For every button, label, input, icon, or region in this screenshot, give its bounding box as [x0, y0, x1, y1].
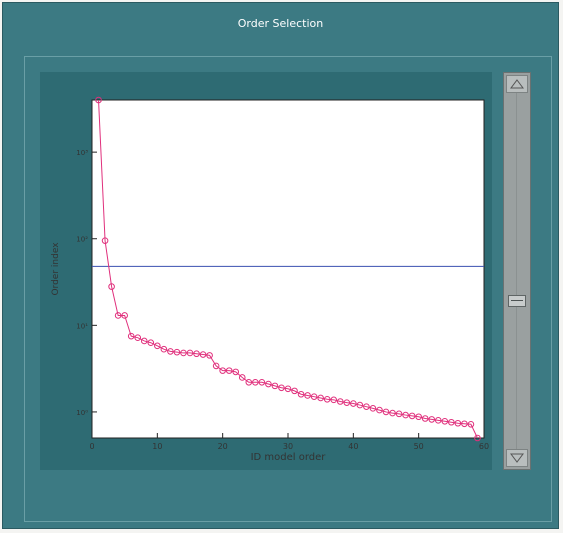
data-point: [330, 396, 338, 404]
x-tick-label: 50: [414, 442, 424, 451]
data-point: [114, 312, 122, 319]
data-point: [343, 399, 351, 406]
data-point: [199, 351, 207, 358]
data-point: [310, 393, 318, 400]
data-point: [376, 406, 383, 414]
triangle-down-icon: [510, 453, 524, 463]
x-tick-label: 20: [218, 442, 228, 451]
x-tick-label: 30: [283, 442, 293, 451]
data-point: [186, 349, 194, 357]
data-point: [232, 368, 240, 376]
scroll-down-button[interactable]: [506, 449, 528, 467]
data-point: [350, 400, 357, 407]
data-point: [402, 411, 409, 419]
data-point: [238, 374, 246, 381]
data-point: [278, 384, 285, 392]
data-point: [127, 332, 135, 340]
data-point: [441, 417, 449, 425]
x-tick-label: 10: [152, 442, 162, 451]
scrollbar[interactable]: [503, 72, 531, 470]
y-tick-label: 10¹: [76, 322, 88, 330]
data-point: [461, 420, 468, 428]
data-point: [193, 350, 200, 358]
data-point: [454, 419, 462, 427]
data-point: [291, 387, 298, 395]
order-selection-panel: [24, 56, 552, 522]
data-point: [428, 416, 436, 423]
scroll-up-button[interactable]: [506, 75, 528, 93]
data-point: [147, 339, 155, 347]
x-tick-label: 40: [348, 442, 358, 451]
data-point: [448, 418, 455, 426]
x-tick-label: 0: [89, 442, 94, 451]
data-point: [173, 348, 181, 356]
data-point: [408, 412, 416, 420]
triangle-up-icon: [510, 79, 524, 89]
data-point: [258, 378, 266, 386]
y-tick-label: 10³: [76, 149, 88, 157]
plot-area-bg: [91, 99, 485, 439]
data-point: [395, 410, 403, 418]
data-point: [317, 394, 324, 402]
y-tick-label: 10⁰: [76, 409, 88, 417]
data-point: [154, 342, 161, 350]
order-index-chart: 0 10 20 30 40 50 60 10⁰ 10¹ 10² 10³ ID model order…: [51, 96, 489, 463]
data-point: [108, 283, 115, 290]
data-point: [219, 367, 226, 374]
x-axis-label: ID model order: [251, 452, 327, 463]
data-point: [206, 352, 213, 359]
data-point: [304, 392, 311, 399]
data-point: [389, 409, 396, 417]
data-point: [415, 413, 422, 421]
data-point: [336, 398, 344, 405]
data-point: [323, 395, 331, 403]
data-point: [252, 378, 259, 386]
data-point: [134, 334, 142, 341]
data-point: [101, 237, 109, 244]
y-tick-label: 10²: [76, 236, 88, 244]
data-point: [434, 417, 442, 424]
x-tick-label: 60: [479, 442, 489, 451]
data-point: [363, 403, 370, 410]
data-point: [297, 390, 305, 398]
data-point: [467, 420, 475, 428]
scroll-track: [516, 93, 517, 449]
data-point: [271, 382, 279, 390]
data-point: [265, 380, 272, 388]
data-point: [180, 349, 187, 357]
window-title: Order Selection: [237, 16, 324, 30]
data-point: [474, 434, 481, 442]
data-point: [160, 345, 168, 353]
data-point: [212, 362, 220, 370]
data-point: [421, 415, 429, 422]
data-point: [284, 385, 292, 393]
data-point: [245, 378, 253, 386]
data-point: [225, 367, 233, 374]
data-point: [167, 348, 174, 355]
scroll-thumb[interactable]: [508, 295, 526, 307]
data-point: [382, 408, 390, 416]
data-point: [369, 405, 377, 412]
data-point: [95, 96, 102, 104]
data-point: [121, 312, 128, 319]
data-point: [356, 401, 364, 409]
data-point: [140, 337, 148, 345]
y-axis-label: Order index: [51, 242, 61, 296]
